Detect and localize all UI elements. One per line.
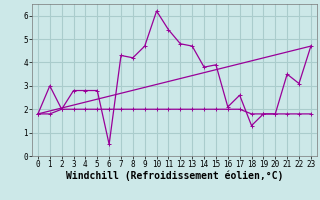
X-axis label: Windchill (Refroidissement éolien,°C): Windchill (Refroidissement éolien,°C) (66, 171, 283, 181)
